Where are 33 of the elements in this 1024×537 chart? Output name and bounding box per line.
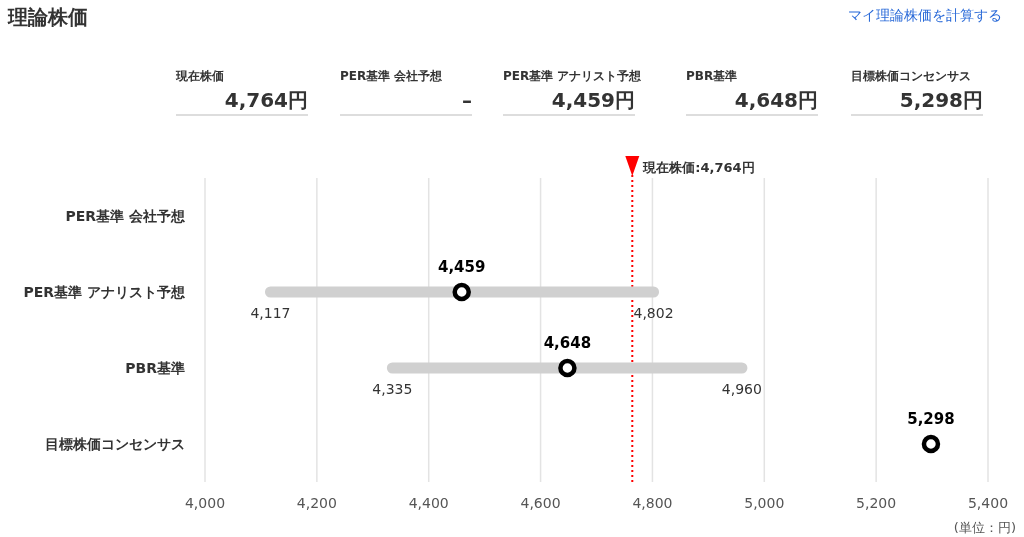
text: 5,298円	[899, 88, 983, 112]
x-tick-label: 4,200	[296, 495, 337, 511]
text: PER基準 アナリスト予想	[503, 69, 643, 83]
data-label: 5,298	[907, 410, 955, 428]
text: 4,459円	[551, 88, 635, 112]
x-tick-label: 4,600	[520, 495, 561, 511]
x-tick-label: 4,400	[408, 495, 449, 511]
y-tick-label: PER基準 会社予想	[65, 208, 186, 224]
text: マイ理論株価を計算する	[848, 7, 1002, 23]
annotation: 4,960	[721, 381, 762, 397]
text: 理論株価	[7, 5, 88, 29]
data-label: 4,648	[543, 334, 592, 352]
text: PBR基準	[686, 69, 738, 83]
x-axis-title: (単位：円)	[953, 520, 1016, 535]
x-tick-label: 4,800	[632, 495, 673, 511]
annotation: 4,335	[372, 381, 413, 397]
y-tick-label: PER基準 アナリスト予想	[23, 284, 186, 300]
x-tick-label: 4,000	[184, 495, 226, 511]
y-tick-label: PBR基準	[125, 360, 185, 376]
x-tick-label: 5,400	[967, 495, 1009, 511]
y-tick-label: 目標株価コンセンサス	[45, 436, 185, 452]
annotation: 4,117	[250, 305, 291, 321]
ref-line-label: 現在株価:4,764円	[642, 160, 755, 175]
text: PER基準 会社予想	[340, 69, 444, 83]
annotation: 4,802	[633, 305, 674, 321]
x-tick-label: 5,200	[856, 495, 897, 511]
data-label: 4,459	[437, 258, 486, 276]
text: 4,764円	[224, 88, 308, 112]
x-tick-label: 5,000	[744, 495, 785, 511]
text: 現在株価	[175, 69, 224, 83]
text: –	[462, 88, 472, 112]
text: 4,648円	[734, 88, 818, 112]
text: 目標株価コンセンサス	[851, 69, 971, 83]
